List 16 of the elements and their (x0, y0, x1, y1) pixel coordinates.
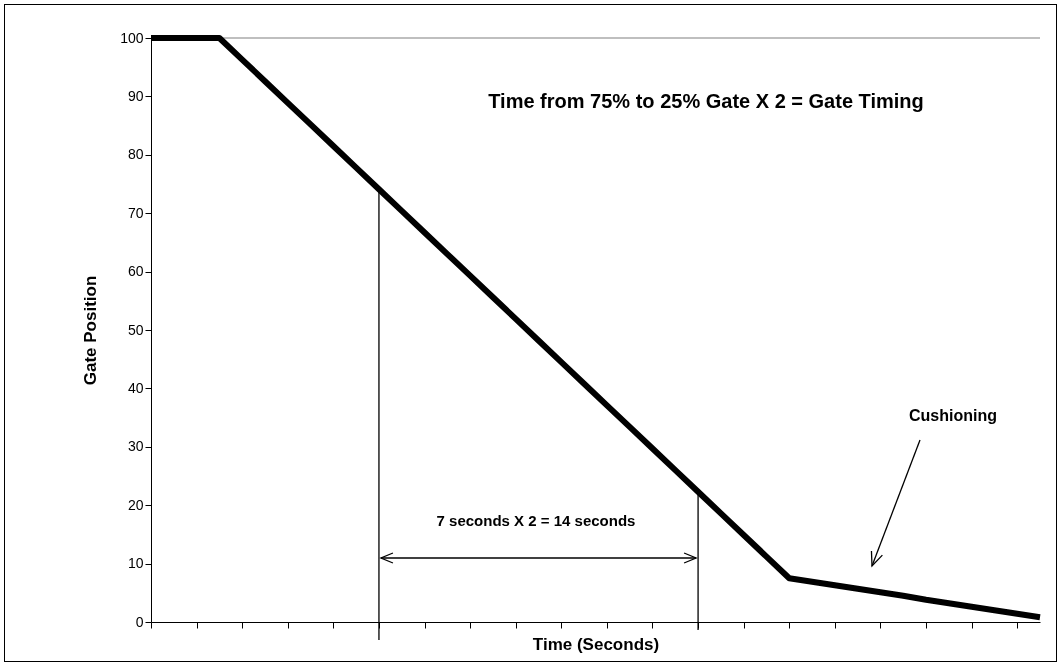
annotation: Cushioning (909, 407, 997, 424)
y-tick-label: 30 (127, 438, 144, 455)
y-tick-label: 0 (135, 613, 144, 630)
y-axis-title: Gate Position (81, 275, 101, 386)
y-tick-label: 80 (127, 146, 144, 163)
y-tick-label: 90 (127, 87, 144, 104)
y-tick-label: 100 (120, 29, 144, 46)
x-axis-title: Time (Seconds) (532, 635, 660, 654)
y-tick-label: 40 (127, 379, 144, 396)
annotation: Time from 75% to 25% Gate X 2 = Gate Timing (488, 90, 924, 112)
y-tick-label: 60 (127, 263, 144, 280)
y-tick-label: 10 (127, 555, 144, 572)
y-tick-label: 50 (127, 321, 144, 338)
annotation: 7 seconds X 2 = 14 seconds (436, 512, 636, 529)
y-tick-label: 70 (127, 204, 144, 221)
y-tick-label: 20 (127, 496, 144, 513)
